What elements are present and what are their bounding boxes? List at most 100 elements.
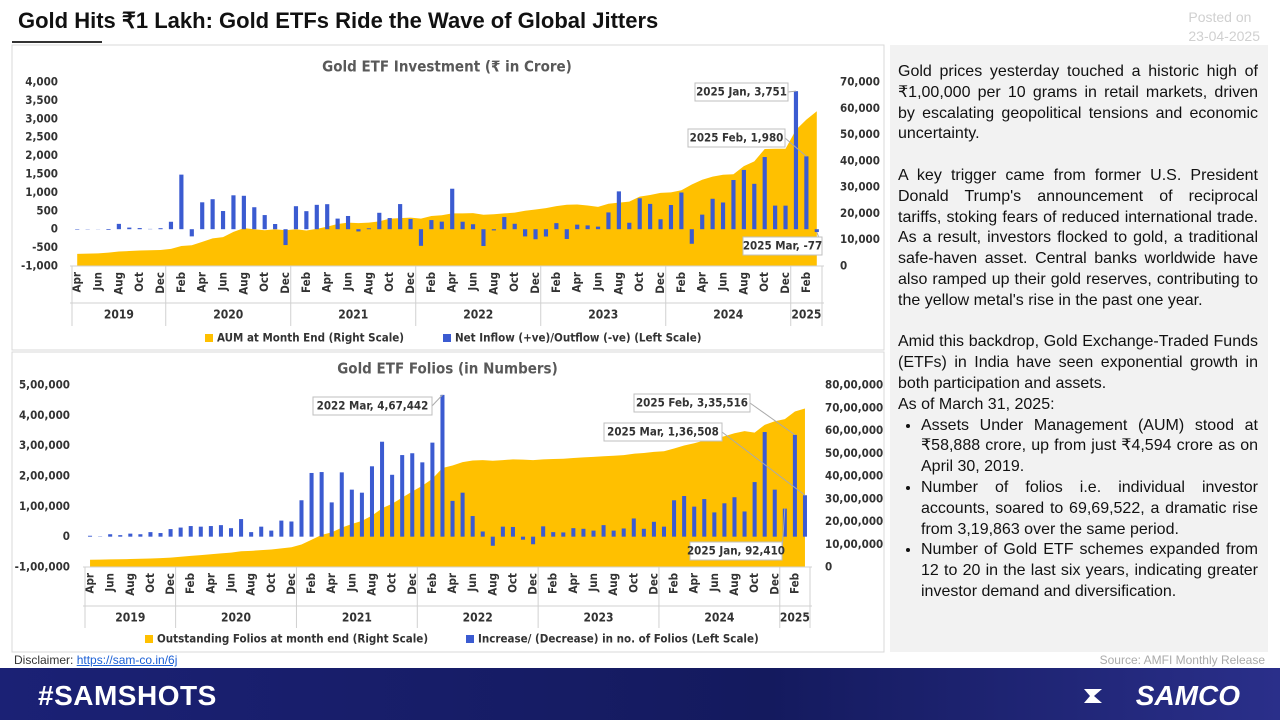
x-group-label: 2021: [338, 308, 368, 322]
x-tick-label: Apr: [324, 572, 338, 593]
x-tick-label: Dec: [405, 573, 419, 595]
bar: [390, 474, 395, 537]
bar: [269, 530, 274, 537]
bar: [802, 495, 807, 537]
bar: [689, 229, 694, 244]
x-tick-label: Dec: [528, 272, 542, 294]
x-tick-label: Dec: [163, 573, 177, 595]
y2-tick-label: 10,000: [840, 232, 880, 246]
area: [90, 408, 805, 567]
bar: [668, 205, 674, 230]
legend-swatch: [443, 334, 451, 342]
bar: [168, 529, 173, 537]
y2-tick-label: 60,00,000: [825, 423, 883, 437]
bar: [108, 534, 113, 537]
bar: [188, 526, 193, 537]
bar: [571, 528, 576, 537]
x-tick-label: Dec: [653, 272, 667, 294]
bar: [168, 221, 174, 230]
x-tick-label: Dec: [284, 573, 298, 595]
disclaimer-link[interactable]: https://sam-co.in/6j: [76, 653, 178, 667]
bar: [339, 472, 344, 537]
bar: [682, 496, 687, 537]
x-tick-label: Jun: [466, 272, 480, 292]
bar: [460, 221, 465, 230]
y-tick-label: 0: [51, 222, 58, 236]
x-tick-label: Aug: [236, 272, 250, 295]
paragraph: Amid this backdrop, Gold Exchange-Traded…: [898, 333, 1258, 392]
chart-title: Gold ETF Folios (in Numbers): [337, 360, 558, 378]
bar: [279, 520, 284, 537]
bar: [611, 530, 616, 537]
x-group-label: 2025: [791, 308, 821, 322]
bar: [366, 228, 371, 230]
bar: [606, 212, 611, 230]
bar: [231, 195, 236, 230]
x-tick-label: Oct: [747, 573, 761, 593]
x-tick-label: Apr: [445, 572, 459, 593]
x-tick-label: Oct: [632, 272, 646, 292]
bullet: Number of folios i.e. individual investo…: [921, 478, 1258, 540]
x-tick-label: Jun: [91, 272, 105, 292]
x-tick-label: Aug: [361, 272, 375, 295]
bullet: Number of Gold ETF schemes expanded from…: [921, 540, 1258, 602]
x-tick-label: Aug: [736, 272, 750, 295]
x-tick-label: Dec: [646, 573, 660, 595]
x-tick-label: Apr: [695, 271, 709, 292]
y-tick-label: 3,00,000: [19, 438, 70, 452]
y2-tick-label: 20,000: [840, 206, 880, 220]
y-tick-label: 1,500: [25, 167, 58, 181]
bar: [398, 204, 403, 230]
bar: [700, 214, 705, 230]
y-tick-label: 2,000: [25, 148, 58, 162]
x-tick-label: Feb: [299, 272, 313, 293]
x-tick-label: Apr: [83, 572, 97, 593]
y2-tick-label: 0: [840, 259, 847, 273]
bar: [521, 536, 526, 540]
source: Source: AMFI Monthly Release: [1099, 653, 1265, 667]
bar: [601, 525, 606, 537]
legend-label: Increase/ (Decrease) in no. of Folios (L…: [478, 632, 759, 646]
x-tick-label: Jun: [103, 573, 117, 593]
bar: [595, 226, 601, 230]
x-tick-label: Jun: [344, 573, 358, 593]
bar: [500, 526, 505, 537]
bar: [502, 217, 507, 230]
bar: [289, 521, 294, 537]
bar: [658, 219, 663, 230]
bar: [138, 534, 143, 537]
annotation: 2025 Mar, 1,36,508: [607, 425, 719, 439]
y-tick-label: 2,500: [25, 130, 58, 144]
bar: [329, 502, 334, 537]
bar: [450, 188, 455, 230]
x-tick-label: Jun: [591, 272, 605, 292]
bar: [742, 511, 747, 537]
y2-tick-label: 50,000: [840, 127, 880, 141]
bar: [408, 218, 413, 230]
x-tick-label: Apr: [687, 572, 701, 593]
y-tick-label: 1,000: [25, 185, 58, 199]
x-tick-label: Oct: [385, 573, 399, 593]
bar: [283, 229, 288, 246]
bar: [773, 205, 778, 230]
x-tick-label: Feb: [546, 573, 560, 594]
bar: [410, 453, 415, 537]
x-group-label: 2019: [115, 611, 145, 625]
annotation: 2022 Mar, 4,67,442: [317, 399, 429, 413]
x-tick-label: Jun: [465, 573, 479, 593]
bar: [651, 521, 656, 537]
y2-tick-label: 80,00,000: [825, 378, 883, 392]
bar: [380, 441, 385, 537]
y-tick-label: -1,00,000: [15, 560, 70, 574]
y2-tick-label: 70,000: [840, 75, 880, 89]
x-group-label: 2023: [588, 308, 618, 322]
x-tick-label: Oct: [143, 573, 157, 593]
bar: [220, 211, 226, 230]
bar: [218, 525, 223, 537]
x-tick-label: Oct: [264, 573, 278, 593]
bar: [137, 228, 142, 230]
x-tick-label: Feb: [424, 272, 438, 293]
bar: [369, 466, 374, 537]
bar: [581, 528, 586, 537]
bar: [439, 221, 444, 230]
